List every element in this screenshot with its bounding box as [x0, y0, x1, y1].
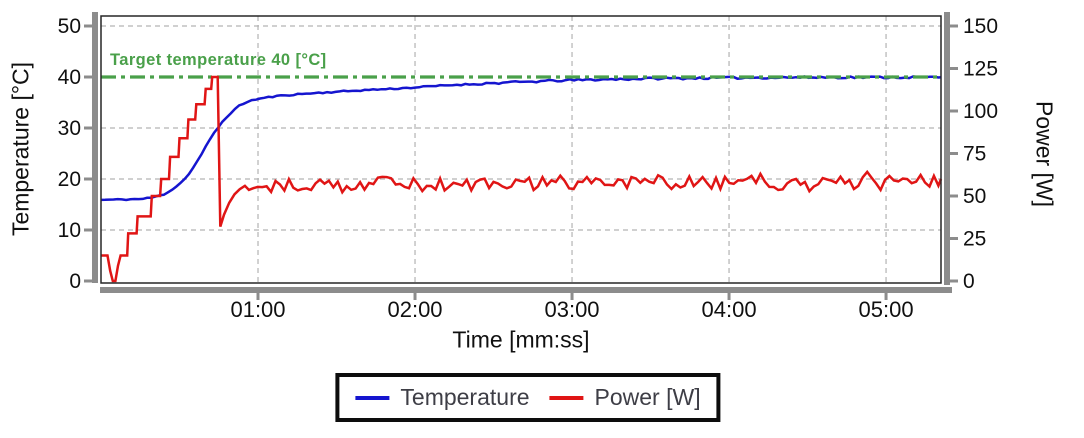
right-axis-tick-label: 0	[963, 270, 975, 293]
left-axis-title: Temperature [°C]	[7, 61, 34, 237]
legend-label-power: Power [W]	[594, 384, 701, 410]
power-line-swatch	[549, 395, 584, 400]
legend: Temperature Power [W]	[335, 373, 721, 422]
x-axis-tick-label: 04:00	[702, 297, 757, 322]
right-axis-tick-label: 150	[963, 15, 998, 38]
left-axis-tick-label: 40	[58, 66, 81, 89]
left-axis-tick-label: 30	[58, 117, 81, 140]
x-axis-tick-label: 02:00	[387, 297, 442, 322]
left-axis-tick-label: 20	[58, 168, 81, 191]
left-axis-tick-label: 50	[58, 15, 81, 38]
right-axis-bar	[944, 12, 950, 285]
left-axis-bar	[92, 12, 98, 283]
right-axis-tick-label: 75	[963, 143, 986, 166]
right-axis-tick-label: 100	[963, 100, 998, 123]
bottom-axis-bar	[100, 287, 952, 293]
target-temperature-label: Target temperature 40 [°C]	[110, 51, 327, 69]
legend-item-temperature: Temperature	[355, 384, 530, 411]
plot-border	[100, 15, 942, 284]
x-axis-tick-label: 03:00	[544, 297, 599, 322]
plot-area	[101, 16, 941, 283]
right-axis-title: Power [W]	[1031, 100, 1058, 208]
legend-label-temperature: Temperature	[400, 384, 530, 410]
temperature-line-swatch	[355, 395, 390, 400]
left-axis-tick-label: 10	[58, 219, 81, 242]
left-axis-tick-label: 0	[69, 270, 81, 293]
right-axis-tick-label: 50	[963, 185, 986, 208]
x-axis-tick-label: 05:00	[859, 297, 914, 322]
right-axis-tick-label: 125	[963, 58, 998, 81]
right-axis-tick-label: 25	[963, 228, 986, 251]
x-axis-title: Time [mm:ss]	[452, 326, 590, 353]
legend-item-power: Power [W]	[549, 384, 701, 411]
power-series-line	[101, 75, 943, 283]
x-axis-tick-label: 01:00	[230, 297, 285, 322]
